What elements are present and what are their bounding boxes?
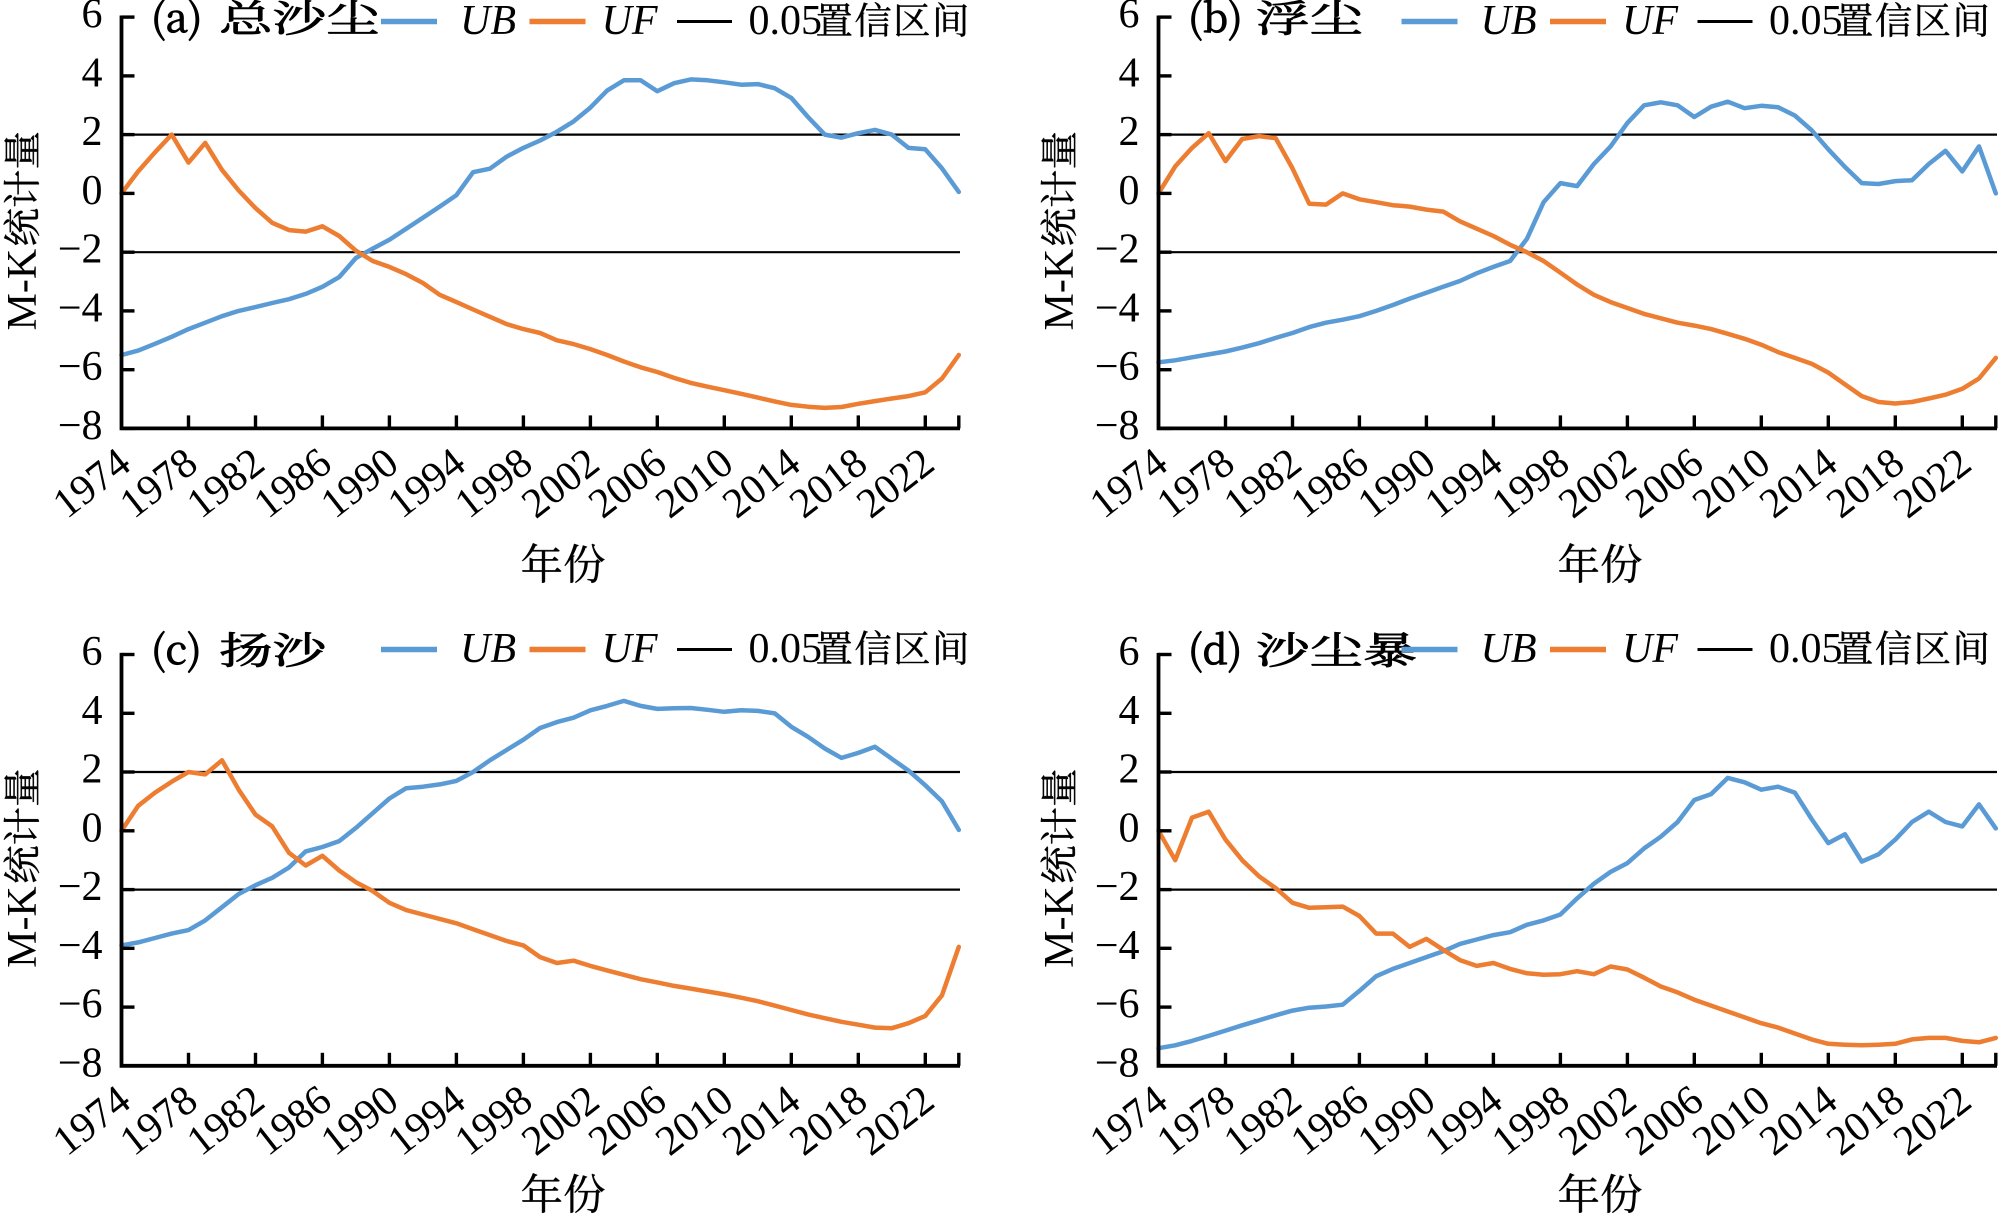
svg-text:2: 2 <box>82 747 103 793</box>
svg-text:−2: −2 <box>58 864 103 910</box>
svg-text:2: 2 <box>1119 747 1140 793</box>
svg-text:−6: −6 <box>1095 344 1140 390</box>
svg-text:6: 6 <box>82 0 103 38</box>
svg-text:0.05: 0.05 <box>1769 0 1843 44</box>
svg-text:M-K: M-K <box>0 886 46 968</box>
svg-text:−6: −6 <box>1095 982 1140 1028</box>
svg-text:UB: UB <box>460 626 516 672</box>
svg-text:UF: UF <box>1622 626 1678 672</box>
svg-text:−4: −4 <box>1095 923 1140 969</box>
svg-text:−4: −4 <box>58 923 103 969</box>
svg-text:−4: −4 <box>1095 285 1140 331</box>
svg-text:2: 2 <box>1119 109 1140 155</box>
svg-text:M-K: M-K <box>1037 249 1083 331</box>
svg-text:−2: −2 <box>1095 227 1140 273</box>
svg-text:UF: UF <box>602 626 658 672</box>
svg-text:4: 4 <box>82 688 103 734</box>
svg-text:6: 6 <box>1119 0 1140 38</box>
svg-text:−4: −4 <box>58 285 103 331</box>
svg-text:6: 6 <box>1119 629 1140 675</box>
svg-text:0.05: 0.05 <box>749 626 823 672</box>
svg-text:0: 0 <box>1119 805 1140 851</box>
svg-text:−2: −2 <box>1095 864 1140 910</box>
svg-text:−8: −8 <box>58 1040 103 1086</box>
svg-text:0.05: 0.05 <box>1769 626 1843 672</box>
svg-text:−8: −8 <box>1095 1040 1140 1086</box>
svg-text:4: 4 <box>1119 688 1140 734</box>
svg-text:0: 0 <box>82 805 103 851</box>
svg-text:UB: UB <box>1481 626 1537 672</box>
svg-text:6: 6 <box>82 629 103 675</box>
svg-text:0: 0 <box>82 168 103 214</box>
svg-text:4: 4 <box>1119 50 1140 96</box>
svg-text:0: 0 <box>1119 168 1140 214</box>
svg-text:M-K: M-K <box>0 249 46 331</box>
svg-text:0.05: 0.05 <box>749 0 823 44</box>
svg-text:−6: −6 <box>58 982 103 1028</box>
svg-text:−2: −2 <box>58 227 103 273</box>
svg-text:2: 2 <box>82 109 103 155</box>
svg-text:UF: UF <box>602 0 658 44</box>
svg-text:−6: −6 <box>58 344 103 390</box>
svg-text:UF: UF <box>1622 0 1678 44</box>
svg-text:M-K: M-K <box>1037 886 1083 968</box>
svg-text:UB: UB <box>460 0 516 44</box>
svg-text:UB: UB <box>1481 0 1537 44</box>
svg-text:−8: −8 <box>1095 403 1140 449</box>
svg-text:−8: −8 <box>58 403 103 449</box>
svg-text:4: 4 <box>82 50 103 96</box>
